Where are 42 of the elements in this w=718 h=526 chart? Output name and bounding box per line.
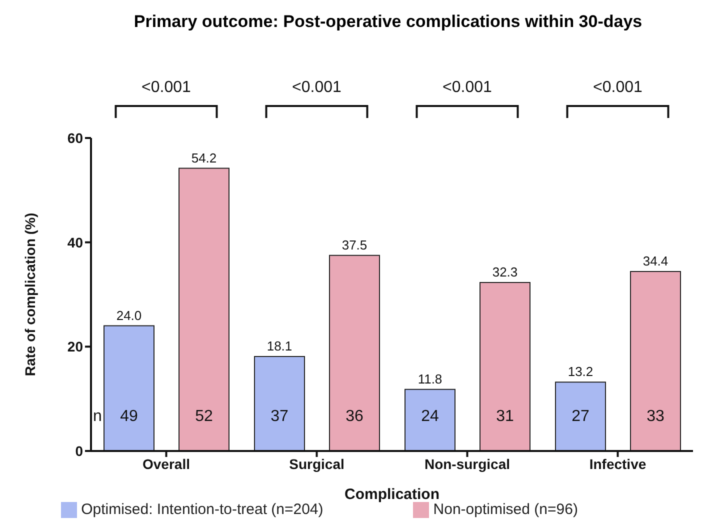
annotation: 24 (421, 408, 439, 425)
annotation: n (93, 408, 102, 425)
data-label: 24.0 (116, 308, 142, 323)
y-tick-label: 60 (67, 130, 84, 146)
annotation: 36 (346, 408, 364, 425)
y-tick-label: 20 (67, 338, 84, 355)
annotation: 49 (120, 408, 138, 425)
bar (178, 168, 230, 451)
annotation: 52 (195, 408, 213, 425)
bar (630, 271, 681, 451)
text: <0.001 (593, 79, 643, 96)
x-tick-label: Overall (142, 456, 190, 472)
data-label: 13.2 (568, 364, 594, 380)
data-label: 18.1 (266, 338, 292, 354)
data-label: 54.2 (191, 150, 217, 166)
text: <0.001 (292, 79, 342, 96)
data-label: 11.8 (418, 371, 442, 386)
x-tick-label: Surgical (289, 456, 344, 472)
y-axis-title: Rate of complication (%) (22, 212, 38, 376)
annotation: 33 (646, 408, 664, 425)
bar (480, 282, 530, 451)
bar (329, 254, 380, 451)
x-tick-label: Infective (589, 456, 646, 472)
x-tick-label: Non-surgical (424, 456, 510, 472)
data-label: 32.3 (492, 264, 518, 280)
y-tick-label: 40 (67, 234, 84, 250)
data-label: 37.5 (342, 237, 368, 252)
chart-title: Primary outcome: Post-operative complications within 30-days (132, 11, 644, 32)
legend-label: Non-optimised (n=96) (433, 500, 578, 518)
bar (104, 325, 154, 451)
annotation: 27 (572, 408, 590, 425)
x-axis-title: Complication (344, 486, 440, 503)
legend-label: Optimised: Intention-to-treat (n=204) (81, 500, 324, 518)
text: <0.001 (142, 79, 192, 96)
annotation: 31 (496, 408, 514, 425)
data-label: 34.4 (642, 254, 668, 269)
bar (404, 388, 456, 451)
text: <0.001 (442, 79, 492, 96)
bar (555, 382, 606, 451)
bar (254, 356, 305, 451)
y-tick-label: 0 (75, 442, 84, 459)
annotation: 37 (270, 408, 288, 425)
